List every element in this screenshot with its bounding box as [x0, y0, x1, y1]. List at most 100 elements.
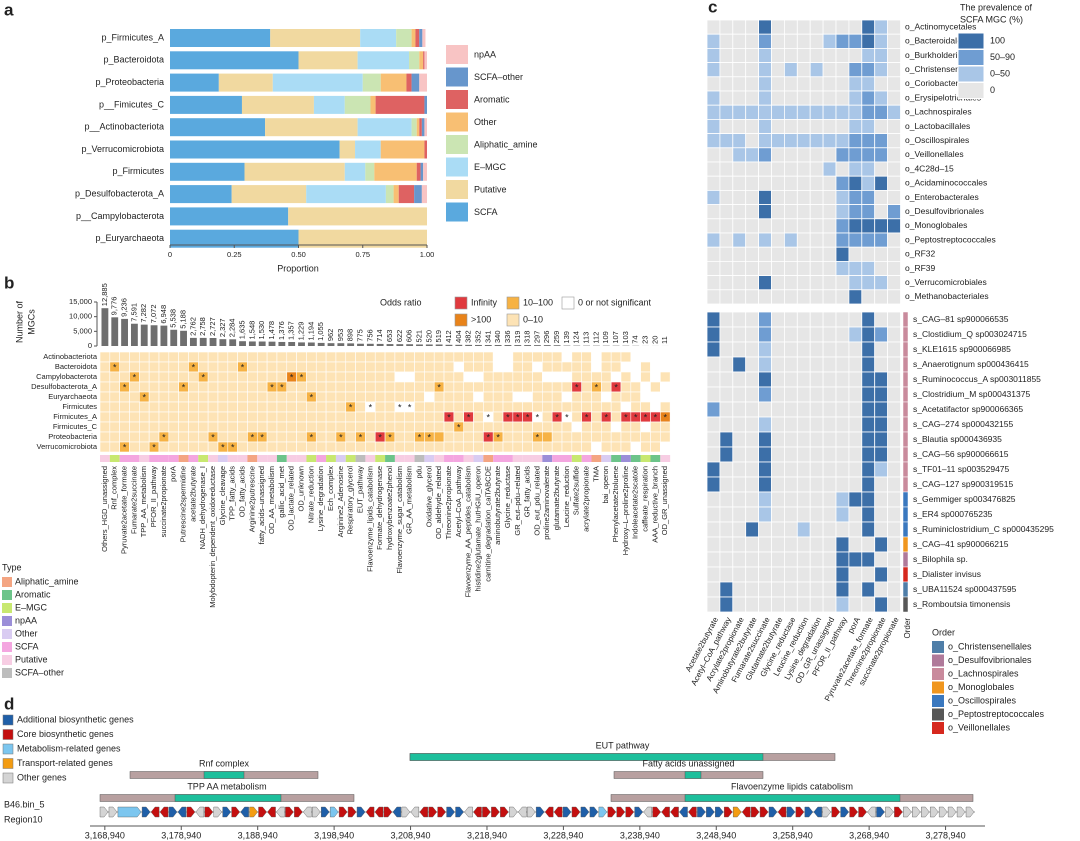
heat-cell	[706, 566, 721, 583]
value-label: 519	[434, 330, 443, 343]
heat-cell	[660, 421, 671, 433]
column-label: GR_fatty_acids	[523, 466, 532, 518]
heat-cell	[796, 461, 811, 478]
gene-arrow	[365, 806, 375, 818]
heat-cell	[745, 104, 760, 120]
heat-cell	[758, 446, 772, 463]
heat-cell	[732, 48, 747, 64]
heat-cell	[848, 326, 863, 343]
legend-swatch	[2, 655, 12, 665]
significance-star: *	[634, 412, 638, 422]
heat-cell	[551, 441, 563, 453]
row-label: o_RF39	[905, 263, 936, 273]
bar-segment	[244, 162, 345, 181]
heat-cell	[809, 551, 824, 568]
gene-arrow	[446, 806, 455, 818]
row-label: o_RF32	[905, 249, 936, 259]
x-tick-label: 3,218,940	[467, 830, 507, 840]
legend-swatch	[561, 296, 575, 310]
gene-arrow	[168, 806, 178, 818]
heat-cell	[822, 506, 837, 523]
heat-cell	[758, 289, 772, 305]
heat-cell	[325, 381, 337, 393]
heat-cell	[758, 386, 772, 403]
bar-segment	[411, 73, 420, 92]
bar	[514, 345, 522, 346]
heat-cell	[129, 421, 140, 433]
value-label: 2,762	[188, 317, 197, 336]
heat-cell	[796, 311, 811, 328]
category-label: p_Bacteroidota	[103, 55, 164, 65]
heat-cell	[168, 431, 179, 443]
heat-cell	[158, 351, 170, 363]
gene-arrow	[544, 806, 554, 818]
panel-label: a	[4, 0, 14, 19]
bar-segment	[421, 118, 425, 137]
heat-cell	[848, 260, 863, 276]
heat-cell	[99, 371, 111, 383]
heat-cell	[443, 421, 455, 433]
heat-cell	[835, 90, 850, 106]
x-tick-label: 0.25	[227, 250, 242, 259]
heat-cell	[198, 361, 209, 373]
heat-cell	[861, 147, 876, 163]
gene-arrow	[867, 806, 876, 818]
type-strip	[601, 455, 612, 462]
heat-cell	[394, 381, 406, 393]
legend-swatch	[2, 714, 14, 726]
bar-segment	[313, 95, 345, 114]
heat-cell	[861, 175, 876, 191]
heat-cell	[848, 386, 863, 403]
heat-cell	[119, 351, 130, 363]
heat-cell	[610, 441, 622, 453]
heat-cell	[758, 232, 772, 248]
heat-cell	[796, 90, 811, 106]
heat-cell	[640, 371, 651, 383]
bar-segment	[355, 140, 381, 159]
column-label: acrylate2propionate	[582, 466, 591, 532]
significance-star: *	[575, 382, 579, 392]
value-label: 74	[631, 335, 640, 343]
column-label: gallic_acid_met	[277, 465, 286, 518]
heat-cell	[706, 246, 721, 262]
legend-swatch	[446, 90, 468, 109]
value-label: 318	[523, 331, 532, 344]
bar	[396, 344, 404, 346]
heat-cell	[874, 311, 889, 328]
heat-cell	[822, 416, 837, 433]
heat-cell	[784, 311, 798, 328]
heat-cell	[796, 356, 811, 373]
heat-cell	[809, 476, 824, 493]
heat-cell	[109, 351, 120, 363]
heat-cell	[551, 391, 563, 403]
heat-cell	[335, 411, 347, 423]
heat-cell	[771, 581, 785, 598]
x-tick-label: 0	[168, 250, 172, 259]
value-label: 404	[454, 330, 463, 343]
heat-cell	[732, 189, 747, 205]
heat-cell	[758, 521, 772, 538]
heat-cell	[286, 351, 297, 363]
heat-cell	[306, 381, 317, 393]
legend-swatch	[446, 157, 468, 177]
heat-cell	[601, 431, 612, 443]
row-label: o_Veillonellales	[905, 149, 964, 159]
heat-cell	[601, 421, 612, 433]
heat-cell	[551, 361, 563, 373]
heat-cell	[809, 19, 824, 35]
heat-cell	[620, 431, 632, 443]
x-tick-label: 3,208,940	[391, 830, 431, 840]
bar	[543, 345, 551, 346]
order-strip	[902, 521, 909, 538]
heat-cell	[861, 133, 876, 149]
row-label: s_ER4 sp000765235	[913, 509, 993, 519]
x-tick-label: 3,178,940	[161, 830, 201, 840]
heat-cell	[374, 381, 386, 393]
heat-cell	[217, 401, 229, 413]
heat-cell	[771, 218, 785, 234]
bar-segment	[357, 118, 412, 137]
heat-cell	[887, 521, 901, 538]
gene-arrow	[141, 806, 151, 818]
category-label: p_Firmicutes_A	[101, 32, 164, 42]
heat-cell	[168, 381, 179, 393]
